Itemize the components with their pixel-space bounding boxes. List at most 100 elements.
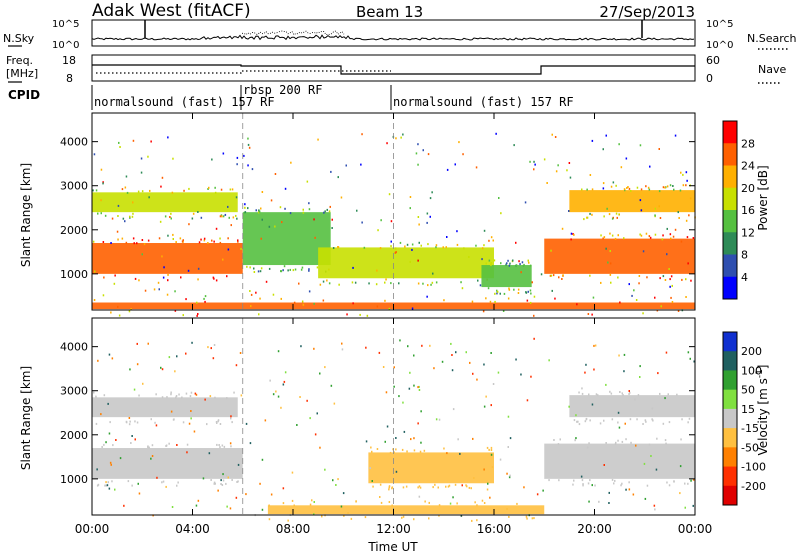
data-speck — [648, 188, 651, 191]
data-speck — [496, 290, 499, 293]
data-speck — [125, 241, 128, 244]
data-speck — [669, 285, 671, 288]
data-speck — [147, 445, 149, 448]
data-speck — [609, 250, 611, 252]
data-speck — [493, 259, 496, 262]
data-speck — [166, 396, 168, 399]
data-speck — [160, 366, 162, 369]
data-speck — [599, 422, 602, 425]
y-tick-label: 3000 — [60, 180, 88, 193]
data-speck — [193, 430, 196, 433]
data-speck — [680, 171, 682, 174]
data-speck — [213, 277, 215, 280]
data-speck — [649, 165, 651, 168]
data-speck — [167, 234, 169, 237]
data-speck — [591, 313, 593, 316]
noise-panel-frame — [91, 19, 696, 47]
data-speck — [653, 504, 656, 507]
data-speck — [640, 188, 643, 191]
data-speck — [642, 250, 645, 253]
data-speck — [226, 275, 228, 278]
data-speck — [475, 166, 478, 169]
data-speck — [192, 212, 195, 215]
data-speck — [508, 264, 511, 267]
power-colorbar: 4 8 12 16 20 24 28 — [722, 120, 755, 300]
data-speck — [452, 408, 455, 411]
data-speck — [533, 314, 535, 317]
data-speck — [428, 517, 430, 520]
data-speck — [207, 188, 209, 190]
data-speck — [174, 290, 176, 293]
data-speck — [105, 481, 107, 484]
y-tick-label: 4000 — [60, 136, 88, 149]
data-speck — [331, 227, 333, 229]
data-speck — [379, 496, 381, 498]
colorbar-tick-label: 200 — [741, 345, 762, 358]
data-speck — [289, 268, 291, 271]
data-speck — [432, 486, 434, 489]
data-speck — [165, 444, 168, 447]
data-speck — [116, 230, 119, 233]
data-speck — [316, 412, 318, 415]
data-speck — [141, 253, 143, 256]
data-speck — [376, 269, 378, 272]
data-speck — [602, 182, 605, 185]
data-speck — [588, 500, 590, 503]
data-speck — [587, 482, 590, 485]
nsky-label: N.Sky — [3, 32, 35, 45]
data-speck — [530, 375, 532, 378]
data-speck — [452, 496, 454, 499]
velocity-plot-area — [92, 318, 695, 522]
data-speck — [128, 310, 131, 313]
data-speck — [178, 393, 180, 396]
data-speck — [188, 223, 190, 226]
data-speck — [179, 237, 182, 240]
data-speck — [204, 398, 206, 401]
data-speck — [350, 517, 353, 520]
data-speck — [654, 233, 657, 236]
data-speck — [100, 168, 103, 171]
data-speck — [677, 211, 679, 214]
data-speck — [420, 244, 422, 247]
data-speck — [630, 441, 632, 444]
data-speck — [679, 465, 682, 468]
data-speck — [161, 255, 163, 258]
data-speck — [388, 486, 390, 489]
data-speck — [93, 391, 95, 394]
data-speck — [607, 261, 609, 264]
data-speck — [495, 132, 497, 135]
data-speck — [615, 184, 617, 187]
data-speck — [500, 212, 502, 215]
data-speck — [270, 493, 273, 496]
data-speck — [473, 477, 475, 479]
data-speck — [186, 443, 189, 446]
data-speck — [280, 270, 282, 273]
data-speck — [141, 190, 144, 193]
data-speck — [361, 133, 363, 136]
data-speck — [456, 230, 458, 233]
data-speck — [386, 425, 389, 428]
data-speck — [429, 197, 432, 200]
data-speck — [283, 265, 286, 268]
freq-tick-bottom: 8 — [66, 72, 73, 85]
data-speck — [346, 313, 348, 316]
data-speck — [213, 344, 216, 346]
data-speck — [207, 346, 209, 349]
data-speck — [580, 475, 583, 478]
data-speck — [515, 264, 518, 267]
data-speck — [685, 278, 687, 281]
data-speck — [518, 260, 520, 263]
data-speck — [366, 314, 369, 317]
data-speck — [438, 418, 441, 421]
data-speck — [540, 273, 543, 276]
data-speck — [454, 163, 456, 166]
data-speck — [282, 269, 284, 272]
data-speck — [679, 189, 682, 192]
data-speck — [411, 243, 414, 246]
data-speck — [487, 482, 489, 485]
data-speck — [610, 281, 612, 284]
data-speck — [529, 301, 532, 304]
nsearch-tick-top: 10^5 — [706, 19, 733, 30]
data-speck — [118, 314, 121, 317]
data-speck — [249, 266, 251, 269]
